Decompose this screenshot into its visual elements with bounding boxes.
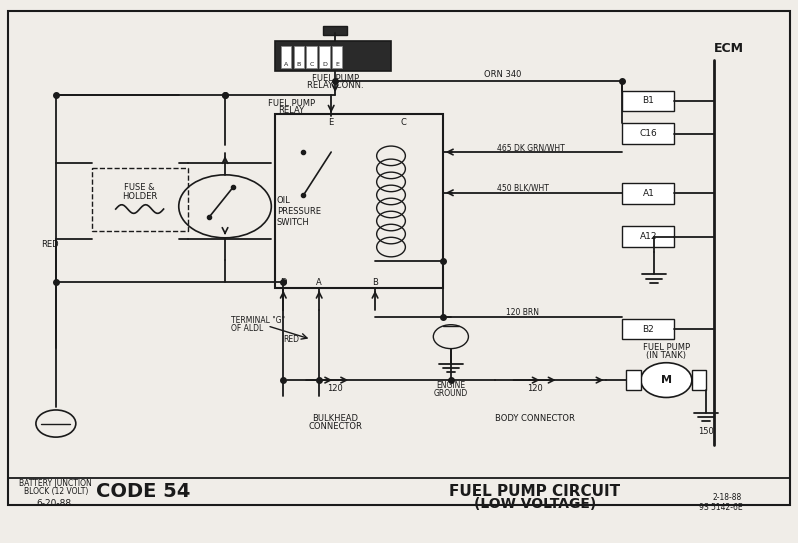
FancyBboxPatch shape xyxy=(622,226,674,247)
Text: M: M xyxy=(661,375,672,385)
Text: ORN 340: ORN 340 xyxy=(484,71,521,79)
Text: 450 BLK/WHT: 450 BLK/WHT xyxy=(496,184,549,193)
Text: RED: RED xyxy=(283,335,299,344)
Text: ECM: ECM xyxy=(714,42,745,55)
Text: PRESSURE: PRESSURE xyxy=(277,207,321,216)
Text: E: E xyxy=(329,118,334,127)
Text: CODE 54: CODE 54 xyxy=(97,482,191,501)
Text: RELAY: RELAY xyxy=(279,106,304,115)
Text: A: A xyxy=(316,278,322,287)
Text: BLOCK (12 VOLT): BLOCK (12 VOLT) xyxy=(24,487,88,496)
Text: A12: A12 xyxy=(640,232,657,241)
Text: RELAY CONN.: RELAY CONN. xyxy=(307,81,363,90)
FancyBboxPatch shape xyxy=(622,319,674,339)
FancyBboxPatch shape xyxy=(319,46,330,68)
Text: FUEL PUMP CIRCUIT: FUEL PUMP CIRCUIT xyxy=(449,484,620,499)
Text: FUEL PUMP: FUEL PUMP xyxy=(642,343,690,352)
FancyBboxPatch shape xyxy=(306,46,317,68)
Text: GROUND: GROUND xyxy=(434,389,468,398)
Text: D: D xyxy=(322,61,327,67)
Text: 120: 120 xyxy=(327,384,343,393)
Text: (IN TANK): (IN TANK) xyxy=(646,351,686,360)
FancyBboxPatch shape xyxy=(294,46,304,68)
Text: 150: 150 xyxy=(698,427,714,436)
Text: A1: A1 xyxy=(642,189,654,198)
FancyBboxPatch shape xyxy=(626,370,641,390)
Text: 2-18-88
9S 5142-6E: 2-18-88 9S 5142-6E xyxy=(698,493,742,512)
Text: BATTERY JUNCTION: BATTERY JUNCTION xyxy=(19,479,93,488)
Text: CONNECTOR: CONNECTOR xyxy=(308,422,362,431)
Text: B2: B2 xyxy=(642,325,654,333)
Bar xyxy=(275,114,443,288)
FancyBboxPatch shape xyxy=(332,46,342,68)
Text: C: C xyxy=(400,118,406,127)
Text: FUEL PUMP: FUEL PUMP xyxy=(267,99,315,108)
Text: TERMINAL "G": TERMINAL "G" xyxy=(231,316,286,325)
Text: 465 DK GRN/WHT: 465 DK GRN/WHT xyxy=(497,143,564,152)
Text: FUSE &: FUSE & xyxy=(124,183,155,192)
Text: OIL: OIL xyxy=(277,197,290,205)
Text: BODY CONNECTOR: BODY CONNECTOR xyxy=(495,414,575,422)
Text: 120: 120 xyxy=(527,384,543,393)
Text: E: E xyxy=(335,61,339,67)
Text: B: B xyxy=(372,278,378,287)
FancyBboxPatch shape xyxy=(275,41,391,71)
Text: C16: C16 xyxy=(639,129,658,138)
Text: FUEL PUMP: FUEL PUMP xyxy=(311,74,359,83)
Text: 120 BRN: 120 BRN xyxy=(506,308,539,317)
Text: SWITCH: SWITCH xyxy=(277,218,310,227)
Text: B1: B1 xyxy=(642,97,654,105)
Text: (LOW VOLTAGE): (LOW VOLTAGE) xyxy=(473,497,596,511)
Text: A: A xyxy=(284,61,288,67)
FancyBboxPatch shape xyxy=(622,91,674,111)
Text: C: C xyxy=(310,61,314,67)
FancyBboxPatch shape xyxy=(323,26,347,35)
Text: BULKHEAD: BULKHEAD xyxy=(312,414,358,422)
FancyBboxPatch shape xyxy=(692,370,706,390)
FancyBboxPatch shape xyxy=(622,123,674,144)
Text: OF ALDL: OF ALDL xyxy=(231,324,263,333)
Text: RED: RED xyxy=(41,240,59,249)
Text: HOLDER: HOLDER xyxy=(122,192,157,201)
FancyBboxPatch shape xyxy=(281,46,291,68)
Text: ENGINE: ENGINE xyxy=(437,381,465,390)
Text: 6-20-88: 6-20-88 xyxy=(36,500,71,508)
Text: D: D xyxy=(280,278,286,287)
FancyBboxPatch shape xyxy=(622,183,674,204)
Circle shape xyxy=(641,363,692,397)
Text: B: B xyxy=(297,61,301,67)
